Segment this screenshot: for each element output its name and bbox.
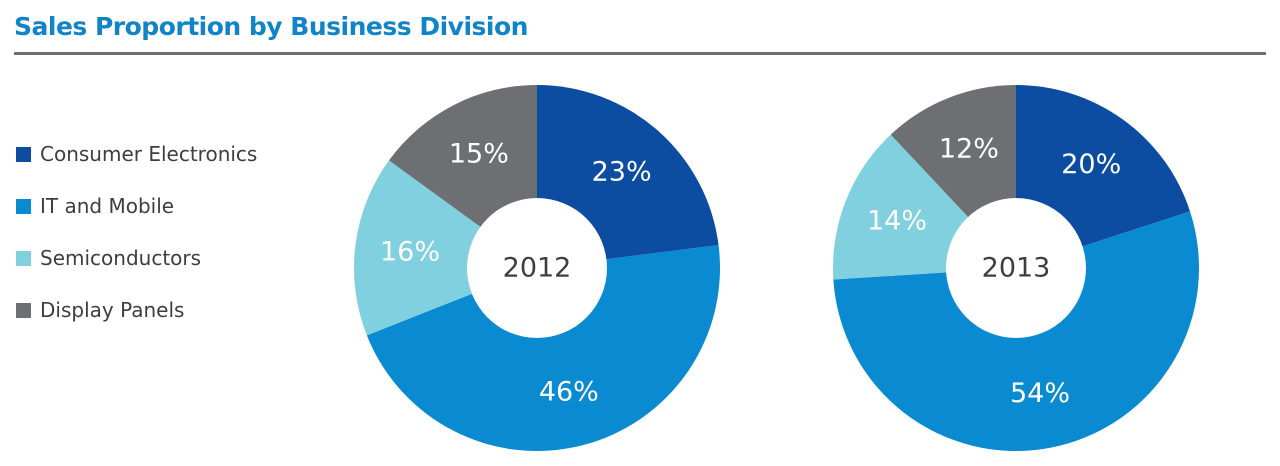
legend-label: Display Panels: [40, 298, 185, 322]
center-year-label: 2013: [982, 253, 1051, 284]
legend-label: Consumer Electronics: [40, 142, 258, 166]
slice-it-and-mobile: [366, 245, 720, 451]
slice-label-display-panels: 12%: [939, 133, 999, 164]
slice-label-semiconductors: 14%: [867, 205, 927, 236]
legend-item-display-panels: Display Panels: [16, 284, 257, 336]
title-divider: [14, 52, 1266, 55]
legend-label: IT and Mobile: [40, 194, 175, 218]
slice-semiconductors: [353, 160, 537, 336]
legend-item-consumer-electronics: Consumer Electronics: [16, 128, 257, 180]
legend-swatch: [16, 302, 31, 318]
donut-chart-2013: 20% 54% 14% 12% 2013: [833, 85, 1199, 451]
slice-label-it-and-mobile: 46%: [539, 376, 599, 407]
slice-label-consumer-electronics: 23%: [592, 156, 652, 187]
slice-label-display-panels: 15%: [449, 138, 509, 169]
legend-swatch: [16, 250, 31, 266]
legend-item-semiconductors: Semiconductors: [16, 232, 257, 284]
donut-chart-2012: 23% 46% 16% 15% 2012: [353, 85, 720, 451]
center-year-label: 2012: [503, 253, 572, 284]
chart-title: Sales Proportion by Business Division: [14, 12, 528, 41]
slice-label-it-and-mobile: 54%: [1010, 378, 1070, 409]
legend-swatch: [16, 198, 31, 214]
slice-label-consumer-electronics: 20%: [1061, 149, 1121, 180]
legend-item-it-and-mobile: IT and Mobile: [16, 180, 257, 232]
legend-swatch: [16, 146, 31, 162]
legend-label: Semiconductors: [40, 246, 202, 270]
slice-label-semiconductors: 16%: [380, 236, 440, 267]
donut-hole: [467, 198, 607, 338]
donut-hole: [946, 198, 1086, 338]
legend: Consumer Electronics IT and Mobile Semic…: [16, 128, 257, 336]
